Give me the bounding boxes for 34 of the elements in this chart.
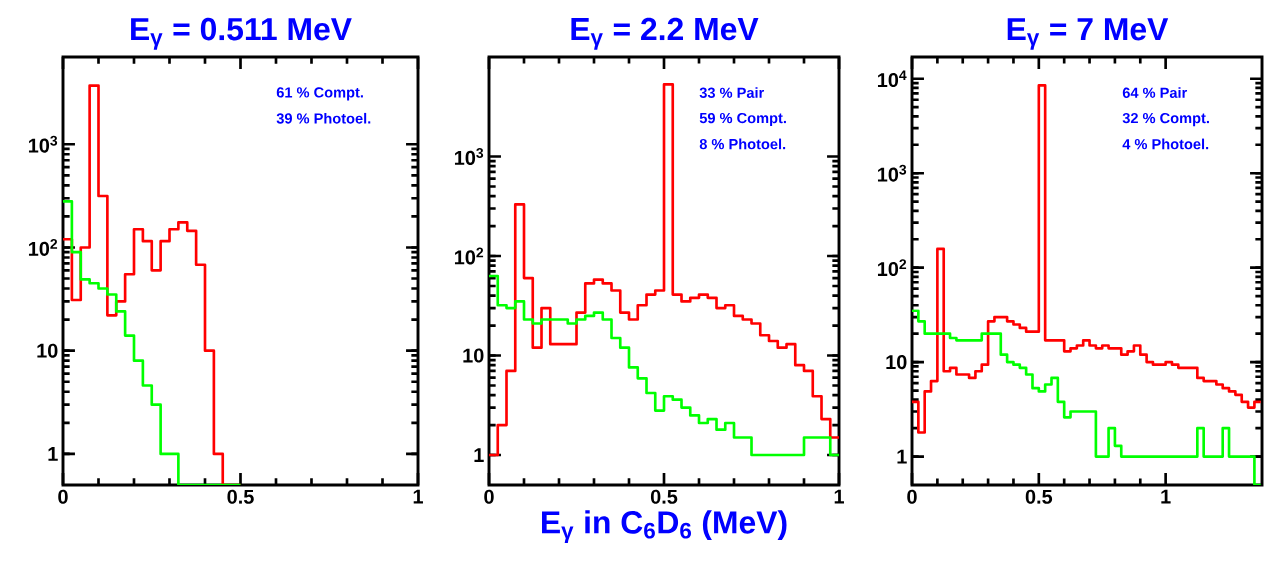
y-tick-label: 1 — [897, 449, 907, 464]
y-tick-label: 10$^{2}$ — [877, 259, 907, 277]
y-tick-label: 10$^{2}$ — [28, 239, 58, 256]
y-tick-label: 10$^{3}$ — [877, 164, 907, 182]
x-tick-label: 0 — [484, 489, 494, 504]
annotation: 61 % Compt. — [276, 87, 363, 101]
annotation: 32 % Compt. — [1122, 112, 1209, 127]
x-tick-label: 1 — [1161, 489, 1171, 504]
chart-title: E$_{γ}$ = 7 MeV — [1007, 18, 1169, 50]
annotation: 64 % Pair — [1122, 87, 1188, 98]
y-tick-label: 10$^{2}$ — [454, 247, 484, 265]
y-tick-label: 10$^{3}$ — [28, 135, 58, 153]
chart-title: E$_{γ}$ = 0.511 MeV — [131, 17, 352, 50]
annotation: 59 % Compt. — [699, 112, 786, 127]
annotation: 33 % Pair — [699, 87, 765, 98]
x-tick-label: 0.5 — [650, 489, 678, 504]
y-tick-label: 1 — [474, 448, 484, 462]
annotation: 39 % Photoel. — [276, 112, 371, 124]
x-tick-label: 0.5 — [1025, 489, 1053, 504]
chart-title: E$_{γ}$ = 2.2 MeV — [571, 17, 759, 50]
x-tick-label: 0 — [907, 489, 917, 504]
y-tick-label: 1 — [48, 447, 58, 461]
y-tick-label: 10$^{4}$ — [877, 70, 907, 88]
x-tick-label: 0 — [58, 489, 68, 504]
x-axis-title: E$_{γ}$ in C$_{6}$D$_{6}$ (MeV) — [542, 510, 787, 543]
y-tick-label: 10 — [463, 348, 484, 363]
y-tick-label: 10 — [37, 343, 58, 358]
y-tick-label: 10 — [886, 355, 907, 370]
annotation: 4 % Photoel. — [1122, 138, 1209, 150]
y-tick-label: 10$^{3}$ — [454, 148, 484, 165]
x-tick-label: 1 — [413, 489, 423, 504]
x-tick-label: 0.5 — [227, 489, 254, 504]
x-tick-label: 1 — [834, 489, 844, 504]
annotation: 8 % Photoel. — [699, 138, 786, 150]
